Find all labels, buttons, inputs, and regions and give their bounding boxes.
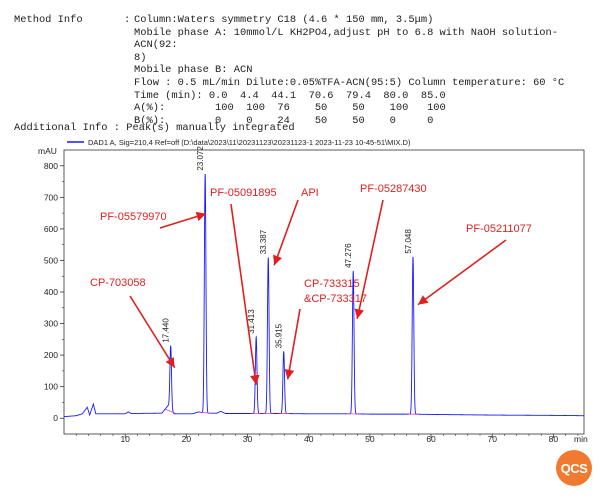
integration-baseline: [199, 411, 211, 414]
x-tick-label: 10: [120, 434, 130, 442]
annotations: CP-703058 PF-05579970 PF-05091895 API CP-733…: [90, 183, 532, 385]
peak-labels: 17.440 23.072 31.413 33.387 35.915 47.276 57.0…: [162, 146, 413, 349]
peak-rt-label: 31.413: [247, 309, 256, 334]
y-axis-label: mAU: [38, 146, 57, 156]
chromatogram-chart: 0 100 200 300 400 500 600 700 800 10 20 30 40 50 60 70 8…: [38, 138, 588, 442]
x-tick-label: 20: [182, 434, 192, 442]
peak-rt-label: 33.387: [259, 229, 268, 254]
method-info-text: B(%): 0 0 24 50 50 0 0: [134, 114, 434, 127]
annotation-label: CP-703058: [90, 277, 146, 289]
additional-info: Additional Info : Peak(s) manually integ…: [14, 122, 295, 134]
x-tick-label: 70: [488, 434, 498, 442]
annotation-label: PF-05579970: [100, 211, 167, 223]
method-info-line: 8): [14, 52, 594, 65]
peak-rt-label: 47.276: [344, 243, 353, 268]
logo-text: QCS: [560, 460, 588, 476]
annotation-arrow: [129, 295, 176, 369]
annotation-arrow: [230, 203, 260, 385]
y-tick-label: 400: [44, 287, 58, 297]
peak-rt-label: 57.048: [404, 229, 413, 254]
method-info-line: B(%): 0 0 24 50 50 0 0: [14, 115, 594, 128]
plot-frame: [63, 149, 585, 435]
x-tick-label: 50: [365, 434, 375, 442]
signal-trace: [63, 174, 584, 418]
method-info-line: Mobile phase B: ACN: [14, 64, 594, 77]
method-info-line: A(%): 100 100 76 50 50 100 100: [14, 102, 594, 115]
legend-text: DAD1 A, Sig=210,4 Ref=off (D:\data\2023\…: [88, 138, 411, 147]
x-axis-label: min: [574, 434, 588, 442]
method-info-label: Method Info: [14, 14, 83, 26]
method-info-line: Flow : 0.5 mL/min Dilute:0.05%TFA-ACN(95…: [14, 77, 594, 90]
axis-ticks: 0 100 200 300 400 500 600 700 800 10 20 30 40 50 60 70 8…: [38, 146, 588, 442]
method-info: Method Info: Column:Waters symmetry C18 (…: [14, 14, 594, 127]
method-info-line: Method Info: Column:Waters symmetry C18 (…: [14, 14, 594, 27]
method-info-line: Time (min): 0.0 4.4 44.1 70.6 79.4 80.0 …: [14, 90, 594, 103]
y-tick-label: 200: [44, 350, 58, 360]
annotation-label: PF-05211077: [466, 223, 532, 235]
y-tick-label: 100: [44, 382, 58, 392]
x-tick-label: 40: [304, 434, 314, 442]
legend: DAD1 A, Sig=210,4 Ref=off (D:\data\2023\…: [67, 138, 411, 147]
peak-rt-label: 35.915: [275, 323, 284, 348]
method-info-text: Flow : 0.5 mL/min Dilute:0.05%TFA-ACN(95…: [134, 76, 565, 89]
method-info-separator: :: [124, 14, 131, 26]
method-info-line: Mobile phase A: 10mmol/L KH2PO4,adjust p…: [14, 27, 594, 52]
signal-line: [63, 174, 584, 418]
y-tick-label: 700: [44, 192, 58, 202]
integration-baseline: [165, 408, 177, 415]
annotation-label: CP-733315: [304, 278, 360, 290]
annotation-label: API: [301, 187, 319, 199]
method-info-text: A(%): 100 100 76 50 50 100 100: [134, 102, 446, 115]
x-tick-label: 80: [549, 434, 559, 442]
method-info-text: 8): [134, 51, 147, 64]
method-info-text: Mobile phase B: ACN: [134, 64, 253, 77]
annotation-label: &CP-733317: [304, 293, 367, 305]
annotation-arrow: [159, 211, 207, 229]
plot-border: [63, 149, 585, 435]
peak-rt-label: 17.440: [162, 318, 171, 343]
y-tick-label: 500: [44, 255, 58, 265]
method-info-text: Mobile phase A: 10mmol/L KH2PO4,adjust p…: [134, 26, 559, 52]
y-tick-label: 600: [44, 224, 58, 234]
annotation-label: PF-05287430: [360, 183, 427, 195]
annotation-arrow: [417, 239, 507, 306]
annotation-arrow: [273, 199, 299, 266]
method-info-text: Time (min): 0.0 4.4 44.1 70.6 79.4 80.0 …: [134, 89, 446, 102]
annotation-arrow: [284, 308, 301, 380]
method-info-text: Column:Waters symmetry C18 (4.6 * 150 mm…: [134, 14, 434, 26]
y-tick-label: 0: [53, 413, 58, 423]
annotation-label: PF-05091895: [210, 187, 277, 199]
y-tick-label: 800: [44, 161, 58, 171]
annotation-arrow: [354, 199, 384, 320]
x-tick-label: 60: [426, 434, 436, 442]
y-tick-label: 300: [44, 319, 58, 329]
x-tick-label: 30: [243, 434, 253, 442]
peak-rt-label: 23.072: [196, 146, 205, 171]
qcs-logo: QCS: [556, 450, 592, 486]
